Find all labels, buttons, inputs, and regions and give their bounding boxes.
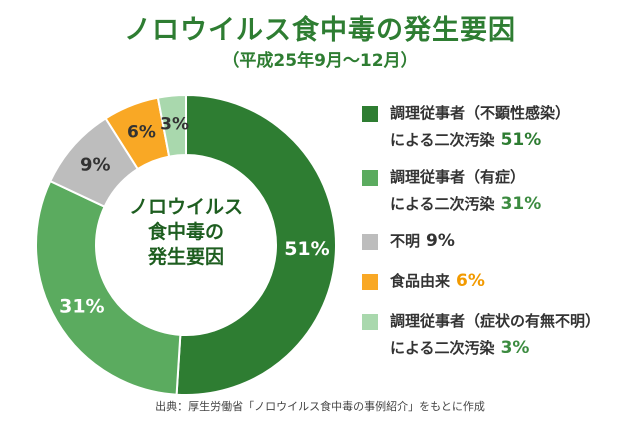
legend-label: 食品由来 [390,272,451,290]
legend-label-line2: による二次汚染 31% [390,191,632,218]
slice-data-label: 6% [127,122,156,142]
slice-data-label: 9% [80,154,111,175]
center-label-line: 発生要因 [147,246,224,268]
legend-item: 調理従事者（有症） による二次汚染 31% [362,164,632,224]
legend-label: による二次汚染 [390,131,495,149]
legend-item: 不明 9% [362,228,632,258]
legend-percent: 3% [500,338,530,358]
legend-label: による二次汚染 [390,339,495,357]
legend-label: 不明 [390,232,421,250]
legend-percent: 31% [500,194,542,214]
slice-data-label: 31% [59,296,104,318]
center-label-line: ノロウイルス [128,196,243,218]
source-note: 出典：厚生労働省「ノロウイルス食中毒の事例紹介」をもとに作成 [155,400,485,413]
legend-percent: 51% [500,130,542,150]
legend-swatch [362,106,378,122]
legend-percent: 9% [426,231,455,251]
donut-center-label: ノロウイルス 食中毒の 発生要因 [101,195,271,270]
donut-slice [35,179,182,396]
slice-data-label: 3% [160,115,189,135]
legend-item: 調理従事者（不顕性感染） による二次汚染 51% [362,100,632,156]
legend-label-line: 食品由来 6% [390,268,632,295]
legend-item: 調理従事者（症状の有無不明） による二次汚染 3% [362,308,632,364]
legend-label: 調理従事者（有症） [390,168,526,186]
donut-slice [175,93,337,396]
page-title: ノロウイルス食中毒の発生要因 [124,15,516,46]
legend-swatch [362,170,378,186]
legend-label-line: 不明 9% [390,228,632,255]
legend-swatch [362,314,378,330]
legend-label-line2: による二次汚染 51% [390,127,632,154]
legend-item: 食品由来 6% [362,268,632,298]
legend-label-line2: による二次汚染 3% [390,335,632,362]
legend-label: 調理従事者（症状の有無不明） [390,312,601,330]
slice-data-label: 51% [284,238,329,260]
legend-swatch [362,234,378,250]
legend-label: 調理従事者（不顕性感染） [390,104,571,122]
donut-slice [156,93,187,158]
legend-percent: 6% [456,271,485,291]
legend-label: による二次汚染 [390,195,495,213]
page-subtitle: （平成25年9月〜12月） [222,51,418,71]
center-label-line: 食中毒の [147,221,224,243]
chart-legend: 調理従事者（不顕性感染） による二次汚染 51% 調理従事者（有症） による二次汚… [362,100,632,364]
legend-swatch [362,274,378,290]
